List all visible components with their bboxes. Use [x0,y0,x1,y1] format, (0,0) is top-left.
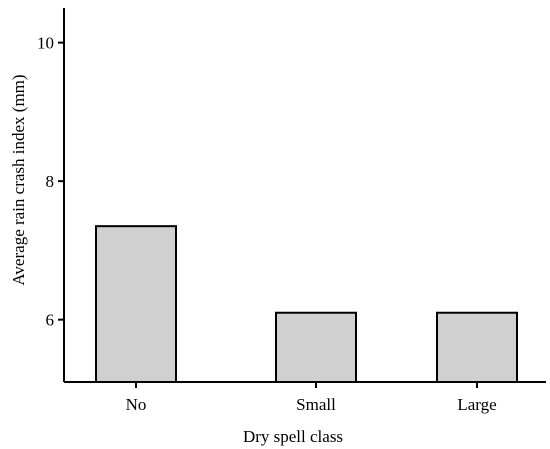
bar-large [436,311,518,384]
x-tick-label: Large [457,395,496,414]
bar-small [275,311,357,384]
x-tick-label: No [126,395,147,414]
x-ticks-group: No Small Large [126,382,497,414]
x-tick-label: Small [296,395,336,414]
y-tick-label: 6 [46,311,55,330]
bars-group [95,225,518,384]
y-axis-title: Average rain crash index (mm) [9,74,28,285]
y-ticks-group: 6 8 10 [37,34,64,330]
bar-no [95,225,177,383]
x-axis-title: Dry spell class [243,427,343,446]
y-tick-label: 10 [37,34,54,53]
y-tick-label: 8 [46,172,55,191]
